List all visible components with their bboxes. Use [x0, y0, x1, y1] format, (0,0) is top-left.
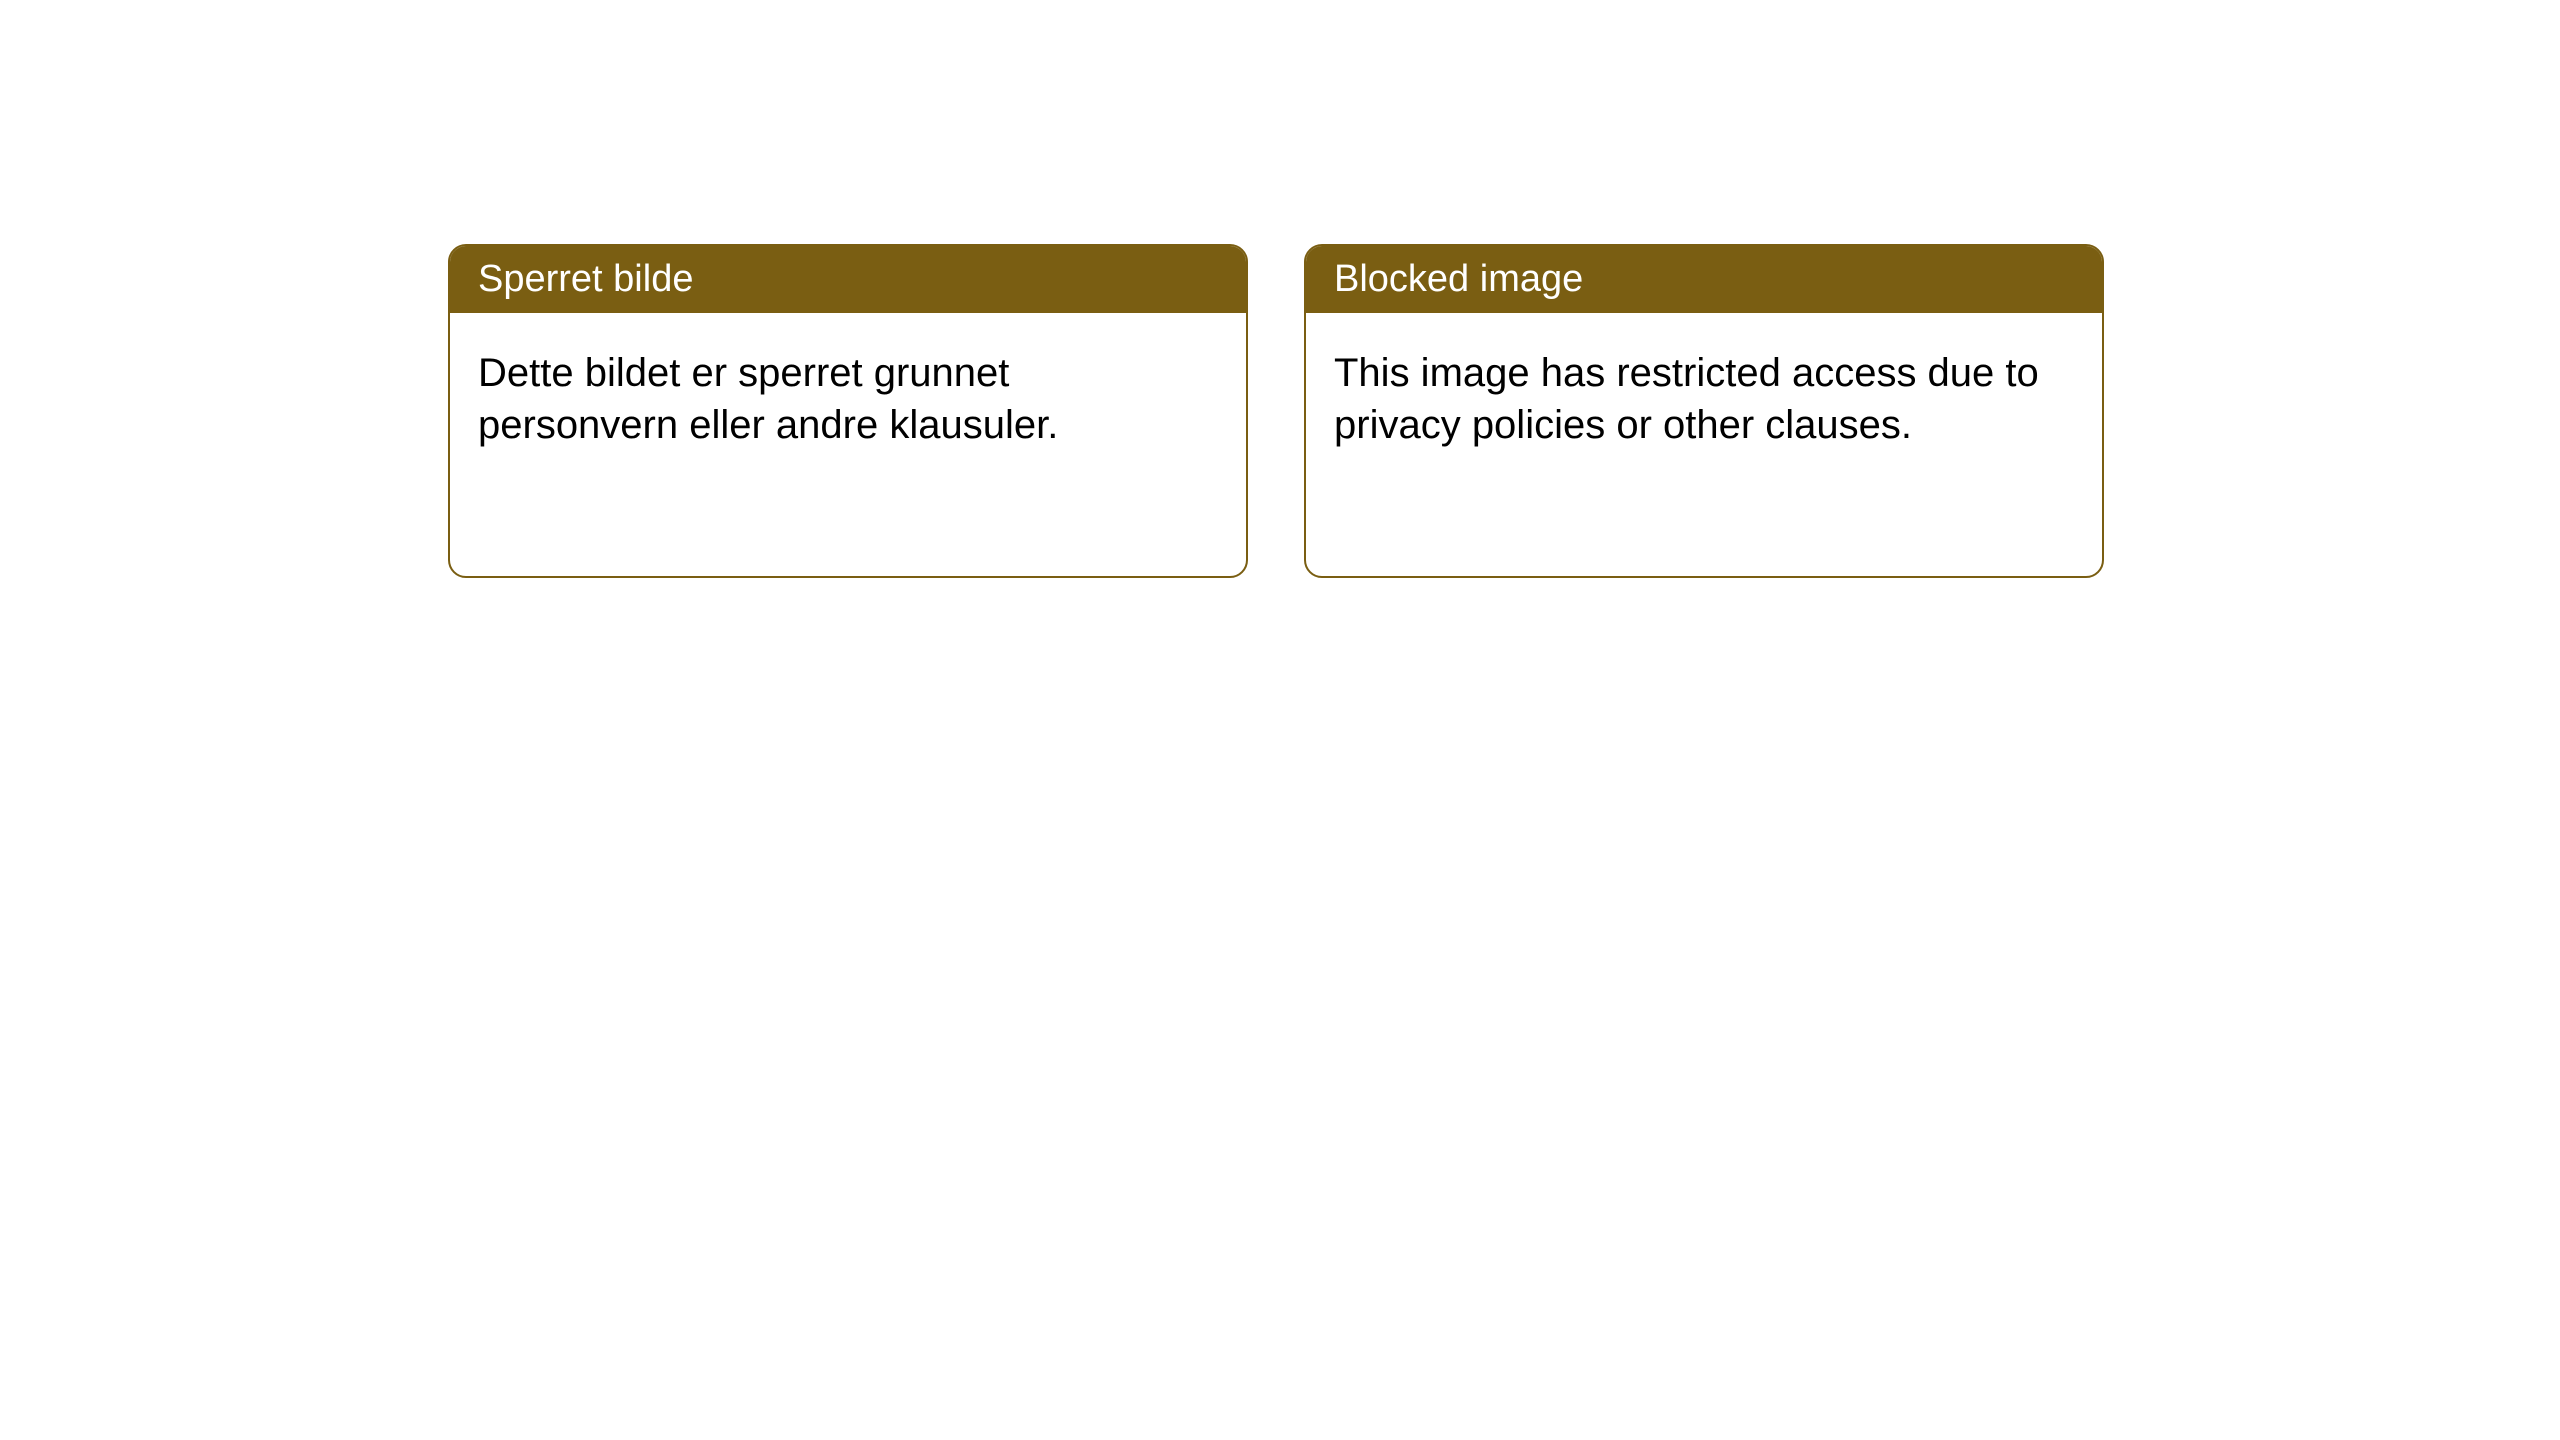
notice-card-english: Blocked image This image has restricted … [1304, 244, 2104, 578]
notice-body: Dette bildet er sperret grunnet personve… [450, 313, 1246, 485]
notice-body: This image has restricted access due to … [1306, 313, 2102, 485]
notice-card-norwegian: Sperret bilde Dette bildet er sperret gr… [448, 244, 1248, 578]
notice-title: Blocked image [1334, 258, 1583, 300]
notice-title: Sperret bilde [478, 258, 693, 300]
notice-text: Dette bildet er sperret grunnet personve… [478, 351, 1058, 447]
notice-header: Blocked image [1306, 246, 2102, 313]
notice-text: This image has restricted access due to … [1334, 351, 2039, 447]
notice-header: Sperret bilde [450, 246, 1246, 313]
notice-container: Sperret bilde Dette bildet er sperret gr… [0, 0, 2560, 578]
